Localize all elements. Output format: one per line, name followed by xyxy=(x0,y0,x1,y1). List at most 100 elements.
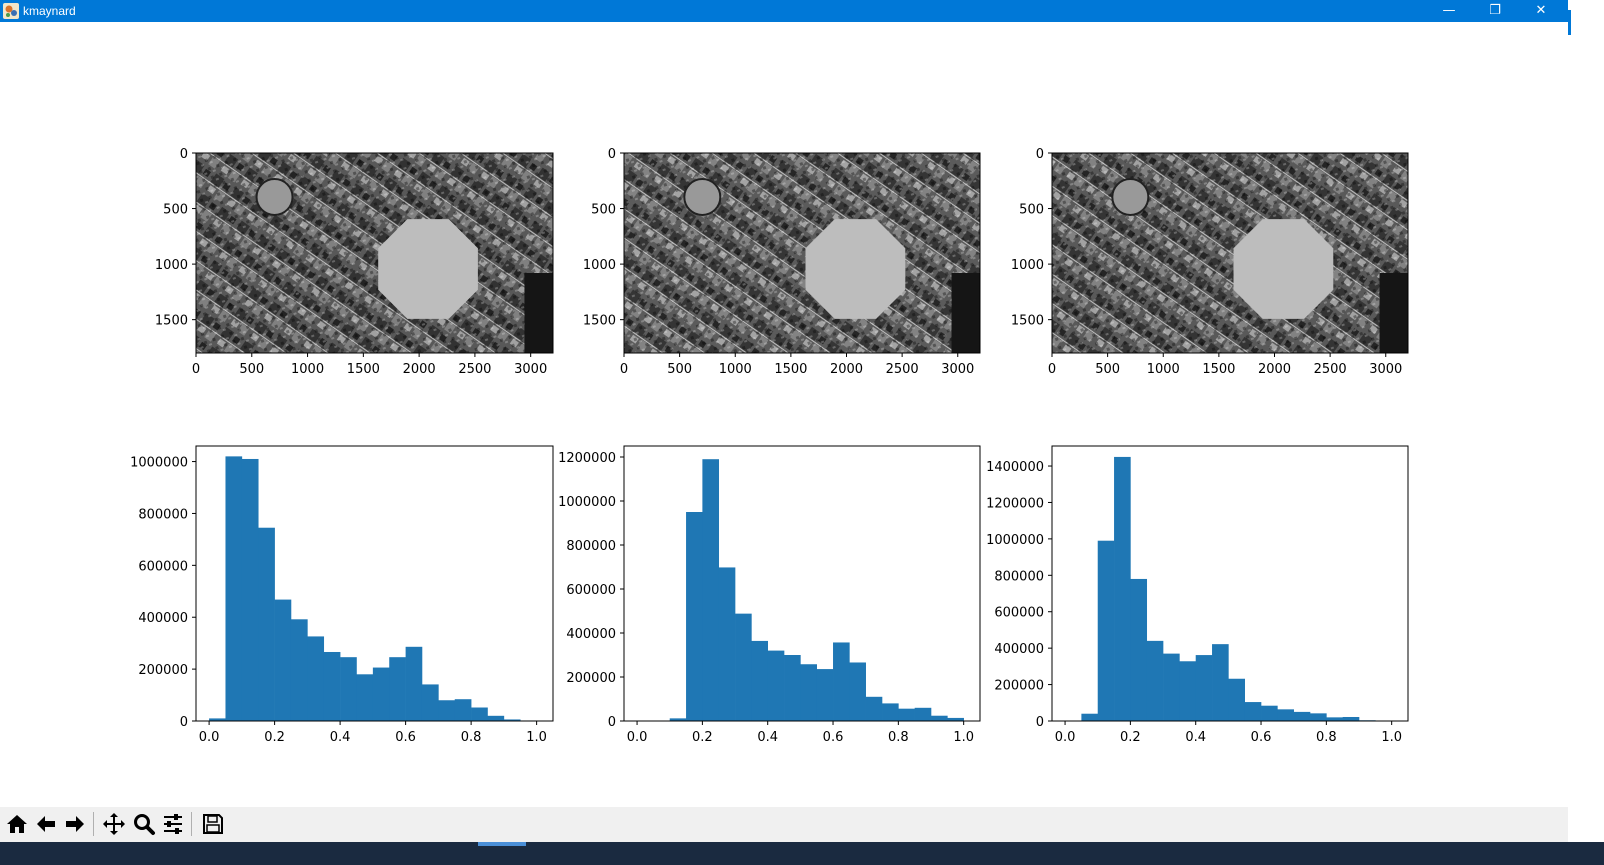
zoom-button[interactable] xyxy=(130,810,158,838)
y-tick-label: 1400000 xyxy=(986,460,1044,475)
histogram-bar xyxy=(1293,711,1311,721)
y-tick-label: 1000000 xyxy=(558,495,616,510)
histogram-bar xyxy=(1277,709,1294,721)
x-tick-label: 0.6 xyxy=(1251,730,1272,745)
x-tick-label: 500 xyxy=(239,362,264,377)
histogram-bar xyxy=(340,657,357,721)
histogram-bar xyxy=(1179,661,1197,721)
window-titlebar[interactable]: kmaynard — ❐ ✕ xyxy=(0,0,1568,22)
maximize-button[interactable]: ❐ xyxy=(1489,3,1501,18)
histogram-bar xyxy=(1146,640,1164,721)
x-tick-label: 3000 xyxy=(514,362,547,377)
histogram-subplot-3: 0.0 0.2 0.4 0.6 0.8 1.0 0 200000 400000 600000 800… xyxy=(986,445,1409,745)
histogram-bar xyxy=(454,699,472,721)
y-tick-label: 600000 xyxy=(994,606,1044,621)
y-tick-label: 0 xyxy=(180,147,188,162)
histogram-bar xyxy=(800,664,817,721)
plaza-shape xyxy=(378,219,478,319)
image-subplot-1: 0 500 1000 1500 2000 2500 3000 0 500 1000 1500 xyxy=(155,147,554,377)
forward-button[interactable] xyxy=(61,810,89,838)
y-tick-label: 200000 xyxy=(566,671,616,686)
y-tick-label: 800000 xyxy=(138,507,188,522)
figure-canvas[interactable]: 0 500 1000 1500 2000 2500 3000 0 500 1000 1500 0 500… xyxy=(0,22,1568,807)
y-tick-label: 0 xyxy=(180,715,188,730)
x-tick-label: 500 xyxy=(1095,362,1120,377)
arrow-right-icon xyxy=(66,816,84,832)
window-title: kmaynard xyxy=(23,4,76,18)
y-tick-label: 1000000 xyxy=(986,533,1044,548)
histogram-bar xyxy=(1081,713,1099,721)
image-subplot-2: 0 500 1000 1500 2000 2500 3000 0 500 1000 1500 xyxy=(583,147,981,377)
shadow-area xyxy=(524,273,553,353)
x-tick-label: 2500 xyxy=(458,362,491,377)
histogram-bar xyxy=(290,619,308,721)
axes-frame xyxy=(1051,152,1409,354)
histogram-bar xyxy=(1114,456,1131,721)
histogram-bar xyxy=(1228,678,1245,721)
histogram-bar xyxy=(438,700,456,721)
histogram-bar xyxy=(1326,717,1343,721)
y-tick-label: 1000 xyxy=(583,258,616,273)
histogram-bar xyxy=(816,669,834,721)
x-tick-label: 0.2 xyxy=(692,730,713,745)
histogram-bar xyxy=(931,715,948,721)
x-tick-label: 1500 xyxy=(1202,362,1235,377)
x-tick-label: 0.4 xyxy=(330,730,351,745)
histogram-bar xyxy=(1244,702,1262,721)
axes-frame xyxy=(195,152,554,354)
histogram-bar xyxy=(323,651,341,721)
x-tick-label: 0.4 xyxy=(1185,730,1206,745)
y-tick-label: 1200000 xyxy=(558,451,616,466)
y-tick-label: 1200000 xyxy=(986,496,1044,511)
x-tick-label: 0 xyxy=(192,362,200,377)
x-tick-label: 500 xyxy=(667,362,692,377)
aerial-image-detail xyxy=(196,153,553,353)
histogram-subplot-2: 0.0 0.2 0.4 0.6 0.8 1.0 0 200000 400000 600000 800… xyxy=(558,445,981,745)
plaza-shape xyxy=(1233,219,1334,319)
histogram-bar xyxy=(1195,655,1213,721)
back-button[interactable] xyxy=(32,810,60,838)
x-tick-label: 2500 xyxy=(1314,362,1347,377)
histogram-bar xyxy=(686,512,703,721)
toolbar-separator xyxy=(191,812,192,836)
dome-shape xyxy=(255,178,294,216)
x-tick-label: 0.0 xyxy=(199,730,220,745)
y-tick-label: 600000 xyxy=(566,583,616,598)
histogram-bar xyxy=(751,640,769,721)
y-tick-label: 400000 xyxy=(566,627,616,642)
histogram-bar xyxy=(1342,716,1360,721)
histogram-bar xyxy=(241,458,259,721)
navigation-toolbar xyxy=(0,807,1568,842)
y-tick-label: 0 xyxy=(608,147,616,162)
y-tick-label: 500 xyxy=(591,203,616,218)
close-button[interactable]: ✕ xyxy=(1535,3,1547,18)
window-edge xyxy=(1568,0,1604,865)
y-tick-label: 1500 xyxy=(155,314,188,329)
app-icon xyxy=(3,3,19,19)
taskbar-active-item[interactable] xyxy=(478,842,526,846)
x-tick-label: 3000 xyxy=(1369,362,1402,377)
histogram-bar xyxy=(833,642,850,721)
x-tick-label: 2000 xyxy=(830,362,863,377)
histogram-bar xyxy=(947,717,964,721)
histogram-bar xyxy=(1212,644,1229,721)
histogram-bar xyxy=(1261,705,1278,721)
toolbar-separator xyxy=(93,812,94,836)
minimize-button[interactable]: — xyxy=(1442,3,1456,18)
histogram-bar xyxy=(882,703,899,721)
histogram-bar xyxy=(356,674,374,721)
configure-subplots-button[interactable] xyxy=(159,810,187,838)
y-tick-label: 500 xyxy=(163,203,188,218)
histogram-bar xyxy=(258,527,275,721)
move-icon xyxy=(103,813,125,835)
y-tick-label: 200000 xyxy=(994,679,1044,694)
save-button[interactable] xyxy=(199,810,227,838)
home-button[interactable] xyxy=(3,810,31,838)
histogram-bar xyxy=(767,650,785,721)
pan-button[interactable] xyxy=(100,810,128,838)
home-icon xyxy=(7,815,27,833)
x-tick-label: 0.2 xyxy=(264,730,285,745)
y-tick-label: 200000 xyxy=(138,663,188,678)
histogram-bar xyxy=(209,718,226,721)
x-tick-label: 3000 xyxy=(941,362,974,377)
